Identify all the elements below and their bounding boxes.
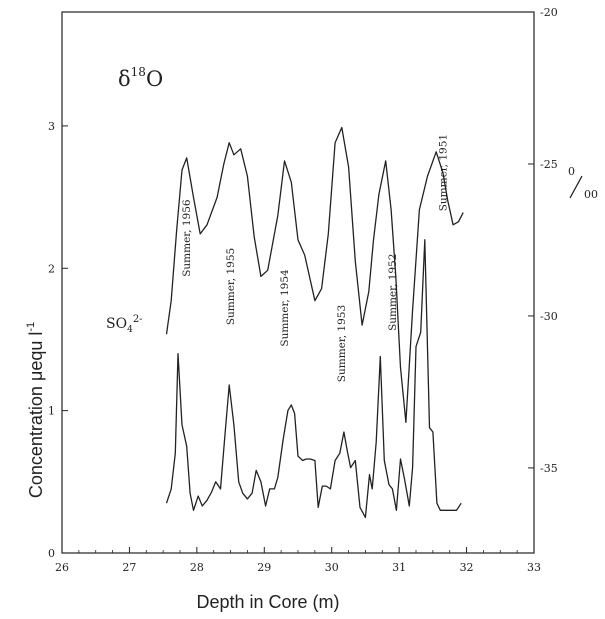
series-label-so4-base: SO	[106, 316, 127, 332]
annotation-summer: Summer, 1955	[225, 248, 237, 325]
y-right-tick-label: -20	[540, 6, 558, 19]
d18o-line	[165, 126, 464, 423]
x-tick-label: 27	[122, 561, 136, 574]
x-tick-label: 26	[55, 561, 69, 574]
x-tick-label: 28	[190, 561, 204, 574]
plot-frame	[61, 11, 535, 554]
annotations-group: Summer, 1956 Summer, 1955 Summer, 1954 Summ…	[181, 134, 449, 382]
series-group	[165, 126, 464, 519]
annotation-summer: Summer, 1951	[437, 134, 449, 211]
x-tick-label: 33	[527, 561, 541, 574]
y-right-tick-label: -30	[540, 310, 558, 323]
x-tick-label: 32	[460, 561, 474, 574]
series-label-d18o: δ18O	[118, 65, 163, 91]
right-axis-unit-numerator: 0	[568, 165, 575, 178]
right-axis-unit-denominator: 00	[584, 188, 598, 201]
series-label-d18o-tail: O	[146, 67, 163, 91]
series-label-d18o-base: δ	[118, 67, 131, 91]
y-left-tick-label: 3	[48, 120, 55, 133]
x-tick-label: 30	[325, 561, 339, 574]
y-left-tick-label: 0	[48, 547, 55, 560]
series-label-so4-sub: 4	[127, 325, 133, 335]
y-right-tick-label: -25	[540, 158, 558, 171]
x-tick-label: 29	[257, 561, 271, 574]
x-tick-label: 31	[392, 561, 406, 574]
x-axis-title: Depth in Core (m)	[196, 592, 339, 612]
y-axis-title-sup: -1	[25, 322, 37, 332]
y-right-tick-label: -35	[540, 462, 558, 475]
annotation-summer: Summer, 1952	[387, 254, 399, 331]
so4-line	[165, 239, 462, 519]
y-axis-title-main: Concentration μequ l	[26, 332, 46, 498]
annotation-summer: Summer, 1956	[181, 199, 193, 277]
annotation-summer: Summer, 1954	[279, 269, 291, 347]
y-left-tick-label: 2	[48, 262, 55, 275]
y-axis-title: Concentration μequ l-1	[25, 322, 46, 498]
ticks-group: 26 27 28 29 30 31 32 33 0 1 2 3 -20 -25 -30 -35	[48, 6, 558, 574]
series-label-d18o-sup: 18	[131, 65, 146, 79]
series-label-so4-sup: 2-	[133, 314, 143, 325]
right-axis-unit-slash	[569, 175, 583, 199]
series-label-so4: SO42-	[106, 314, 143, 335]
annotation-summer: Summer, 1953	[336, 305, 348, 382]
y-left-tick-label: 1	[48, 405, 55, 418]
